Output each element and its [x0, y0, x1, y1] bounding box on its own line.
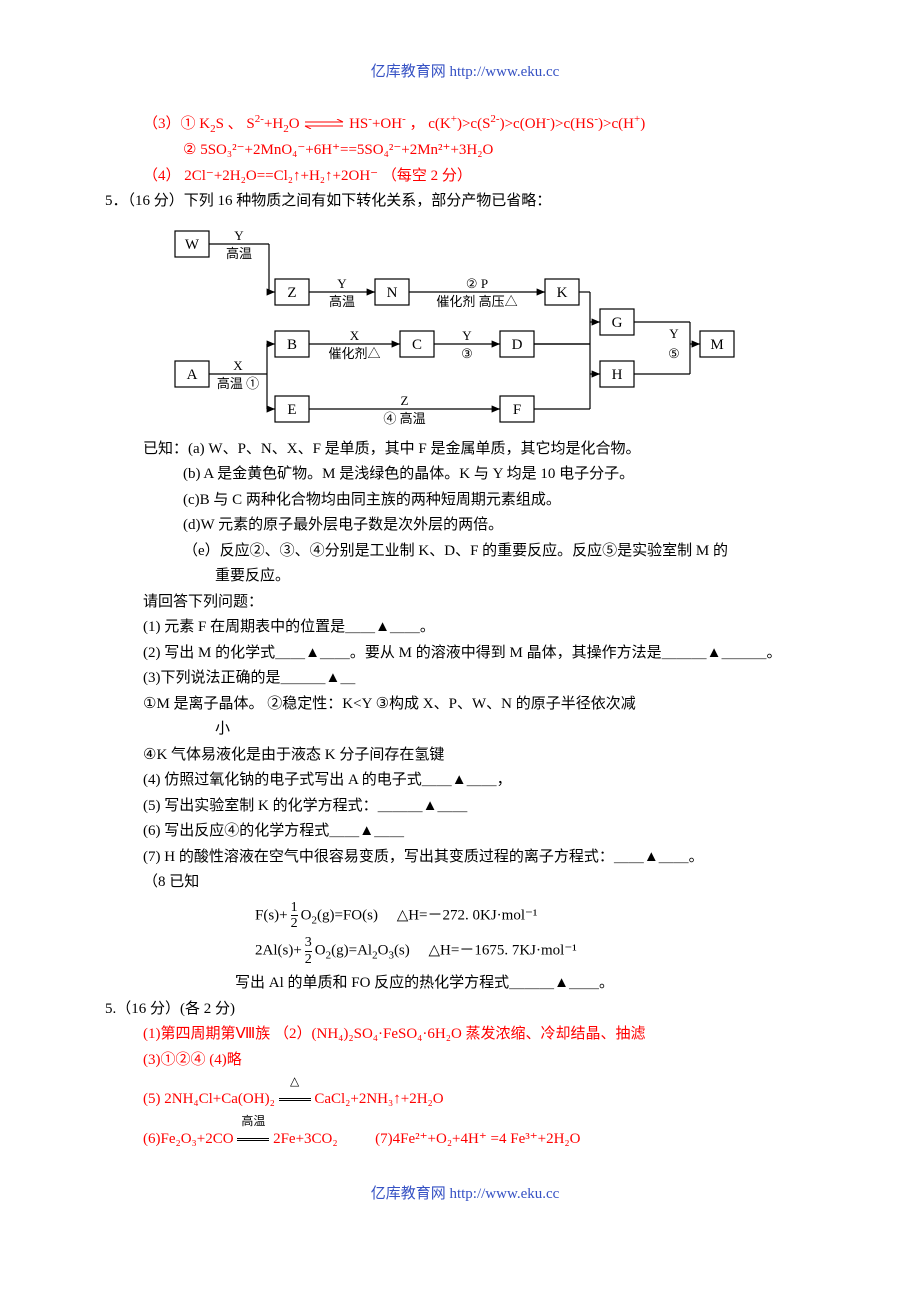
flow-diagram-svg: W Z N K A B C D G E F H M Y 高温 Y 高温 ② P 催化剂 高压△ X 高温 ① X 催化剂△ Y… — [165, 221, 765, 431]
ans4-line: （4） 2Cl⁻+2H₂O==Cl₂↑+H₂↑+2OH⁻ （每空 2 分） — [105, 164, 825, 190]
svg-text:E: E — [287, 402, 296, 418]
equilibrium-arrow-icon — [303, 119, 345, 129]
svg-text:D: D — [512, 337, 523, 353]
ans5-l4: (6)Fe₂O₃+2CO 高温 2Fe+3CO₂ (7)4Fe²⁺+O₂+4H⁺… — [105, 1113, 825, 1153]
thermo-eq2: 2Al(s)+32O2(g)=Al2O3(s) △H=－1675. 7KJ·mo… — [105, 935, 825, 967]
svg-text:② P: ② P — [466, 276, 488, 291]
ans3-line2: ② 5SO₃²⁻+2MnO₄⁻+6H⁺==5SO₄²⁻+2Mn²⁺+3H₂O — [105, 138, 825, 164]
q2: (2) 写出 M 的化学式＿＿▲＿＿。要从 M 的溶液中得到 M 晶体，其操作方… — [105, 641, 825, 667]
svg-text:X: X — [350, 328, 360, 343]
svg-text:C: C — [412, 337, 422, 353]
ans5-head: 5.（16 分）(各 2 分) — [105, 997, 825, 1023]
svg-text:A: A — [187, 367, 198, 383]
svg-text:⑤: ⑤ — [668, 346, 680, 361]
svg-text:高温 ①: 高温 ① — [217, 376, 259, 391]
svg-text:G: G — [612, 315, 623, 331]
q8: （8 已知 — [105, 870, 825, 896]
page-header: 亿库教育网 http://www.eku.cc — [105, 60, 825, 86]
page-footer: 亿库教育网 http://www.eku.cc — [105, 1182, 825, 1208]
ans3-line1: （3）① K2S 、 S2-+H2O HS-+OH- ， c(K+)>c(S2-… — [105, 110, 825, 139]
thermo-eq1: F(s)+12O2(g)=FO(s) △H=－272. 0KJ·mol⁻¹ — [105, 900, 825, 932]
svg-text:K: K — [557, 285, 568, 301]
svg-text:N: N — [387, 285, 398, 301]
q5-head: 5．（16 分）下列 16 种物质之间有如下转化关系，部分产物已省略： — [105, 189, 825, 215]
svg-text:Z: Z — [287, 285, 296, 301]
svg-text:Y: Y — [337, 276, 347, 291]
svg-text:H: H — [612, 367, 623, 383]
svg-text:M: M — [710, 337, 723, 353]
ans5-l2: (3)①②④ (4)略 — [105, 1048, 825, 1074]
given-e: （e）反应②、③、④分别是工业制 K、D、F 的重要反应。反应⑤是实验室制 M … — [105, 539, 825, 565]
given-b: (b) A 是金黄色矿物。M 是浅绿色的晶体。K 与 Y 均是 10 电子分子。 — [105, 462, 825, 488]
q5: (5) 写出实验室制 K 的化学方程式：＿＿＿▲＿＿ — [105, 794, 825, 820]
flow-diagram: W Z N K A B C D G E F H M Y 高温 Y 高温 ② P 催化剂 高压△ X 高温 ① X 催化剂△ Y… — [165, 221, 825, 431]
svg-text:④ 高温: ④ 高温 — [383, 411, 425, 426]
svg-text:B: B — [287, 337, 297, 353]
svg-text:高温: 高温 — [329, 294, 355, 309]
q6: (6) 写出反应④的化学方程式＿＿▲＿＿ — [105, 819, 825, 845]
given-a: 已知：(a) W、P、N、X、F 是单质，其中 F 是金属单质，其它均是化合物。 — [105, 437, 825, 463]
given-d: (d)W 元素的原子最外层电子数是次外层的两倍。 — [105, 513, 825, 539]
svg-text:Y: Y — [234, 228, 244, 243]
q7: (7) H 的酸性溶液在空气中很容易变质，写出其变质过程的离子方程式：＿＿▲＿＿… — [105, 845, 825, 871]
svg-text:Y: Y — [462, 328, 472, 343]
given-c: (c)B 与 C 两种化合物均由同主族的两种短周期元素组成。 — [105, 488, 825, 514]
svg-text:F: F — [513, 402, 521, 418]
please-answer: 请回答下列问题： — [105, 590, 825, 616]
ans5-l3: (5) 2NH₄Cl+Ca(OH)₂ △ CaCl₂+2NH₃↑+2H₂O — [105, 1073, 825, 1113]
svg-text:催化剂△: 催化剂△ — [328, 346, 380, 361]
ans5-l1: (1)第四周期第Ⅷ族 （2）(NH₄)₂SO₄·FeSO₄·6H₂O 蒸发浓缩、… — [105, 1022, 825, 1048]
svg-text:③: ③ — [461, 346, 473, 361]
page: 亿库教育网 http://www.eku.cc （3）① K2S 、 S2-+H… — [0, 0, 920, 1302]
given-e2: 重要反应。 — [105, 564, 825, 590]
svg-text:X: X — [233, 358, 243, 373]
svg-text:Z: Z — [401, 393, 409, 408]
q1: (1) 元素 F 在周期表中的位置是＿＿▲＿＿。 — [105, 615, 825, 641]
svg-text:催化剂 高压△: 催化剂 高压△ — [436, 294, 517, 309]
svg-text:高温: 高温 — [226, 246, 252, 261]
q3-opt4: ④K 气体易液化是由于液态 K 分子间存在氢键 — [105, 743, 825, 769]
svg-text:W: W — [185, 237, 200, 253]
q3-opts2: 小 — [105, 717, 825, 743]
q3: (3)下列说法正确的是＿＿＿▲＿ — [105, 666, 825, 692]
q4: (4) 仿照过氧化钠的电子式写出 A 的电子式＿＿▲＿＿， — [105, 768, 825, 794]
svg-text:Y: Y — [669, 326, 679, 341]
eq-tail: 写出 Al 的单质和 FO 反应的热化学方程式＿＿＿▲＿＿。 — [105, 971, 825, 997]
q3-opts: ①M 是离子晶体。 ②稳定性：K<Y ③构成 X、P、W、N 的原子半径依次减 — [105, 692, 825, 718]
